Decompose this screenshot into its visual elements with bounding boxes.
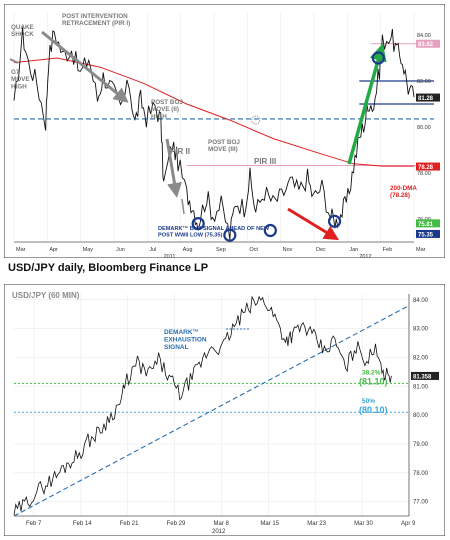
annotation-200-dma: 200-DMA (78.28) [390, 185, 417, 199]
hourly-chart-title: USD/JPY (60 MIN) [12, 291, 80, 300]
daily-price-tag-label: 78.28 [418, 165, 434, 171]
hourly-price-series [13, 295, 392, 516]
daily-x-tick-label: Mar [16, 247, 26, 253]
demark-signal-circle [327, 214, 342, 228]
annotation-quake-shock: QUAKE SHOCK [11, 24, 34, 38]
source-caption: USD/JPY daily, Bloomberg Finance LP [8, 262, 209, 274]
annotation-boj-2: POST BOJ MOVE (II) HIGH [151, 99, 183, 120]
decline-arrow [287, 207, 340, 241]
hourly-year-label: 2012 [212, 529, 226, 535]
retracement-value-label: (81.10) [359, 376, 388, 386]
daily-price-tag [416, 162, 440, 171]
hourly-trendline-line [13, 305, 410, 517]
annotation-boj-3: POST BOJ MOVE (III) [208, 139, 240, 153]
retracement-value-label: (80.10) [359, 405, 388, 415]
annotation-g7-move-high: G7 MOVE HIGH [11, 69, 30, 90]
daily-x-tick-label: Mar [416, 247, 426, 253]
daily-price-series [13, 26, 415, 240]
hourly-y-tick-label: 78.00 [413, 471, 429, 477]
g7-pointer [9, 58, 19, 64]
daily-price-tag-label: 81.28 [418, 96, 434, 102]
daily-x-tick-label: Sep [216, 247, 226, 253]
boj3-marker [251, 115, 261, 125]
daily-x-tick-label: Dec [316, 247, 326, 253]
daily-annotations: QUAKE SHOCK G7 MOVE HIGH POST INTERVENTION R… [11, 13, 417, 238]
hourly-x-tick-label: Mar 15 [260, 521, 279, 527]
hourly-y-tick-label: 82.00 [413, 355, 429, 361]
daily-y-tick-label: 84.00 [417, 33, 431, 39]
daily-x-tick-label: May [83, 247, 94, 253]
daily-price-tag [416, 93, 440, 102]
demark-signal-circle [191, 217, 205, 231]
hourly-x-tick-label: Feb 29 [167, 521, 186, 527]
hourly-axis: Feb 7 Feb 14 Feb 21 Feb 29 Mar 8 Mar 15 Mar 23… [14, 294, 429, 535]
daily-x-tick-label: Jun [116, 247, 125, 253]
hourly-x-tick-label: Feb 21 [120, 521, 139, 527]
hourly-retracements: 38.2%(81.10) 50%(80.10) [14, 369, 409, 415]
hourly-x-tick-label: Apr 9 [401, 521, 416, 527]
demark-signal-circle [371, 51, 385, 65]
hourly-x-tick-label: Feb 7 [26, 521, 42, 527]
annotation-pir-3: PIR III [254, 157, 276, 166]
daily-x-tick-label: Apr [49, 247, 58, 253]
boj2-pointer [181, 198, 185, 215]
hourly-y-tick-label: 79.00 [413, 442, 429, 448]
hourly-y-tick-label: 84.00 [413, 298, 429, 304]
daily-x-tick-label: Feb [383, 247, 392, 253]
hourly-x-tick-label: Mar 23 [307, 521, 326, 527]
hourly-x-tick-label: Mar 30 [354, 521, 373, 527]
daily-x-tick-label: Aug [183, 247, 193, 253]
daily-price-line [13, 26, 415, 240]
daily-price-tag [416, 229, 440, 238]
daily-x-tick-label: Jan [349, 247, 358, 253]
hourly-last-tag-label: 81.358 [413, 374, 432, 380]
demark-signal-circle [223, 228, 237, 242]
daily-price-tag [416, 219, 440, 228]
hourly-x-tick-label: Mar 8 [214, 521, 230, 527]
daily-price-tag-label: 75.81 [418, 222, 434, 228]
daily-chart: Mar Apr May Jun Jul Aug Sep Oct Nov Dec Jan Feb Mar 2… [4, 4, 445, 258]
hourly-y-tick-label: 81.00 [413, 384, 429, 390]
annotation-pir-1: POST INTERVENTION RETRACEMENT (PIR I) [62, 13, 130, 27]
hourly-trendline [13, 305, 410, 517]
daily-x-tick-label: Oct [249, 247, 258, 253]
retracement-pct-label: 50% [362, 398, 375, 405]
daily-year-label: 2011 [164, 254, 176, 258]
hourly-last-tag-box [411, 371, 439, 380]
hourly-x-tick-label: Feb 14 [73, 521, 92, 527]
daily-y-tick-label: 78.00 [417, 171, 431, 177]
hourly-y-tick-label: 83.00 [413, 327, 429, 333]
hourly-y-tick-label: 80.00 [413, 413, 429, 419]
pir2-arrow [165, 138, 182, 198]
demark-signal-circle [263, 223, 277, 238]
daily-demark-circles [191, 51, 385, 242]
daily-price-tag [416, 39, 440, 48]
daily-year-label: 2012 [359, 254, 371, 258]
annotation-pir-2: PIR II [170, 147, 190, 156]
hourly-annotations: DEMARK™ EXHAUSTION SIGNAL [164, 328, 249, 351]
hourly-last-tag: 81.358 [411, 371, 439, 380]
daily-price-tag-label: 75.35 [418, 232, 434, 238]
daily-price-tag-label: 83.62 [418, 42, 434, 48]
rally-arrow [347, 43, 387, 165]
annotation-demark-exhaustion: DEMARK™ EXHAUSTION SIGNAL [164, 329, 207, 351]
retracement-pct-label: 38.2% [362, 369, 381, 376]
daily-y-tick-label: 82.00 [417, 79, 431, 85]
daily-x-tick-label: Nov [283, 247, 293, 253]
daily-plot-frame [4, 4, 445, 258]
daily-y-tick-label: 80.00 [417, 125, 431, 131]
daily-annotation-arrows [9, 30, 387, 241]
annotation-demark-buy: DEMARK™ BUY SIGNAL AHEAD OF NEW POST WWII… [158, 226, 270, 238]
daily-x-tick-label: Jul [149, 247, 156, 253]
hourly-chart: USD/JPY (60 MIN) 38.2%(81.10)50%(80.10) … [4, 284, 445, 536]
hourly-y-tick-label: 77.00 [413, 500, 429, 506]
pir1-arrow [41, 30, 129, 103]
daily-price-tags: 83.62 81.28 78.28 75.81 75.35 [416, 39, 440, 238]
hourly-price-line [13, 295, 392, 516]
